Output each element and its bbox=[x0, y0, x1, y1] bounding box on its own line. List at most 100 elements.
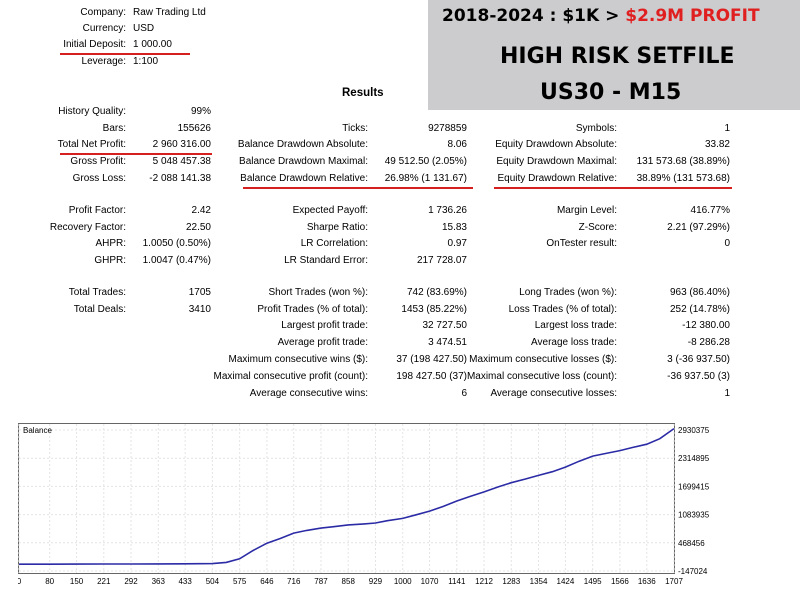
lr-standard-error-label: LR Standard Error: bbox=[284, 255, 368, 266]
x-tick-label: 1707 bbox=[665, 577, 683, 586]
short-trades-value: 742 (83.69%) bbox=[406, 287, 467, 298]
lr-correlation-label: LR Correlation: bbox=[300, 238, 368, 249]
banner-line2: HIGH RISK SETFILE bbox=[500, 44, 735, 69]
balance-line bbox=[19, 427, 675, 565]
largest-profit-trade-value: 32 727.50 bbox=[422, 320, 468, 331]
total-deals-label: Total Deals: bbox=[73, 304, 126, 315]
x-tick-label: 1424 bbox=[557, 577, 575, 586]
x-tick-label: 716 bbox=[287, 577, 301, 586]
x-tick-label: 292 bbox=[124, 577, 138, 586]
average-consecutive-losses-label: Average consecutive losses: bbox=[490, 388, 617, 399]
y-tick-label: 2314895 bbox=[678, 454, 710, 463]
average-consecutive-wins-value: 6 bbox=[461, 388, 467, 399]
balance-dd-relative-value: 26.98% (1 131.67) bbox=[384, 173, 467, 184]
y-axis-ticks: -147024 468456 1083935 1699415 2314895 293037… bbox=[678, 426, 710, 576]
banner-line1: 2018-2024 : $1K > $2.9M PROFIT bbox=[442, 6, 760, 26]
x-tick-label: 858 bbox=[342, 577, 356, 586]
recovery-factor-value: 22.50 bbox=[185, 222, 211, 233]
y-tick-label: 2930375 bbox=[678, 426, 710, 435]
initial-deposit-value: 1 000.00 bbox=[133, 39, 172, 50]
history-quality-value: 99% bbox=[190, 106, 211, 117]
average-consecutive-losses-value: 1 bbox=[724, 388, 730, 399]
lr-standard-error-value: 217 728.07 bbox=[416, 255, 467, 266]
x-tick-label: 1212 bbox=[475, 577, 493, 586]
lr-correlation-value: 0.97 bbox=[447, 238, 467, 249]
gross-loss-label: Gross Loss: bbox=[72, 173, 126, 184]
x-tick-label: 221 bbox=[97, 577, 111, 586]
profit-trades-value: 1453 (85.22%) bbox=[401, 304, 467, 315]
x-tick-label: 1070 bbox=[421, 577, 439, 586]
equity-dd-maximal-label: Equity Drawdown Maximal: bbox=[496, 156, 617, 167]
maximal-consecutive-profit-label: Maximal consecutive profit (count): bbox=[213, 371, 368, 382]
loss-trades-value: 252 (14.78%) bbox=[669, 304, 730, 315]
maximal-consecutive-profit-value: 198 427.50 (37) bbox=[396, 371, 467, 382]
x-tick-label: 433 bbox=[178, 577, 192, 586]
average-profit-trade-label: Average profit trade: bbox=[277, 337, 368, 348]
equity-dd-absolute-value: 33.82 bbox=[704, 139, 730, 150]
equity-dd-relative-label: Equity Drawdown Relative: bbox=[497, 173, 618, 184]
ontester-result-value: 0 bbox=[724, 238, 730, 249]
bars-label: Bars: bbox=[102, 123, 126, 134]
balance-chart: Balance 0 80 150 221 292 363 433 504 575 646 716 78… bbox=[18, 423, 783, 598]
x-tick-label: 150 bbox=[70, 577, 84, 586]
x-tick-label: 1495 bbox=[584, 577, 602, 586]
loss-trades-label: Loss Trades (% of total): bbox=[508, 304, 617, 315]
banner-line1-highlight: $2.9M PROFIT bbox=[625, 6, 760, 26]
y-tick-label: 1699415 bbox=[678, 482, 710, 491]
leverage-label: Leverage: bbox=[81, 56, 126, 67]
total-net-profit-label: Total Net Profit: bbox=[57, 139, 126, 150]
ghpr-label: GHPR: bbox=[94, 255, 126, 266]
equity-dd-relative-value: 38.89% (131 573.68) bbox=[636, 173, 730, 184]
banner-line1-prefix: 2018-2024 : $1K > bbox=[442, 6, 626, 26]
balance-dd-absolute-value: 8.06 bbox=[447, 139, 467, 150]
profit-factor-value: 2.42 bbox=[191, 205, 211, 216]
ahpr-label: AHPR: bbox=[95, 238, 126, 249]
balance-dd-relative-label: Balance Drawdown Relative: bbox=[240, 173, 368, 184]
x-tick-label: 1636 bbox=[638, 577, 656, 586]
sharpe-ratio-value: 15.83 bbox=[441, 222, 467, 233]
chart-grid bbox=[18, 424, 675, 573]
chart-title: Balance bbox=[23, 426, 52, 435]
total-net-profit-value: 2 960 316.00 bbox=[152, 139, 211, 150]
currency-label: Currency: bbox=[82, 23, 126, 34]
x-tick-label: 1141 bbox=[448, 577, 466, 586]
bars-value: 155626 bbox=[177, 123, 211, 134]
x-tick-label: 1000 bbox=[394, 577, 412, 586]
y-tick-label: -147024 bbox=[678, 567, 708, 576]
sharpe-ratio-label: Sharpe Ratio: bbox=[306, 222, 368, 233]
expected-payoff-label: Expected Payoff: bbox=[292, 205, 368, 216]
balance-chart-svg: Balance 0 80 150 221 292 363 433 504 575 646 716 78… bbox=[18, 423, 710, 586]
x-tick-label: 929 bbox=[369, 577, 383, 586]
max-consecutive-losses-value: 3 (-36 937.50) bbox=[667, 354, 730, 365]
average-consecutive-wins-label: Average consecutive wins: bbox=[249, 388, 368, 399]
gross-profit-value: 5 048 457.38 bbox=[152, 156, 211, 167]
profit-trades-label: Profit Trades (% of total): bbox=[257, 304, 368, 315]
short-trades-label: Short Trades (won %): bbox=[268, 287, 368, 298]
z-score-label: Z-Score: bbox=[578, 222, 617, 233]
x-tick-label: 575 bbox=[233, 577, 247, 586]
ghpr-value: 1.0047 (0.47%) bbox=[142, 255, 211, 266]
balance-dd-underline bbox=[243, 187, 473, 189]
expected-payoff-value: 1 736.26 bbox=[428, 205, 467, 216]
currency-value: USD bbox=[133, 23, 155, 34]
ticks-value: 9278859 bbox=[428, 123, 467, 134]
company-label: Company: bbox=[80, 7, 126, 18]
max-consecutive-losses-label: Maximum consecutive losses ($): bbox=[469, 354, 617, 365]
max-consecutive-wins-value: 37 (198 427.50) bbox=[396, 354, 467, 365]
symbols-label: Symbols: bbox=[575, 123, 617, 134]
total-trades-label: Total Trades: bbox=[68, 287, 126, 298]
promo-banner: 2018-2024 : $1K > $2.9M PROFIT HIGH RISK… bbox=[428, 0, 800, 110]
long-trades-label: Long Trades (won %): bbox=[519, 287, 617, 298]
net-profit-underline bbox=[60, 153, 212, 155]
margin-level-value: 416.77% bbox=[690, 205, 730, 216]
gross-profit-label: Gross Profit: bbox=[70, 156, 126, 167]
balance-dd-maximal-value: 49 512.50 (2.05%) bbox=[384, 156, 467, 167]
x-tick-label: 1283 bbox=[502, 577, 520, 586]
average-loss-trade-label: Average loss trade: bbox=[531, 337, 617, 348]
x-tick-label: 1354 bbox=[530, 577, 548, 586]
equity-dd-underline bbox=[494, 187, 732, 189]
largest-loss-trade-value: -12 380.00 bbox=[682, 320, 730, 331]
recovery-factor-label: Recovery Factor: bbox=[49, 222, 126, 233]
balance-dd-maximal-label: Balance Drawdown Maximal: bbox=[239, 156, 368, 167]
x-tick-label: 0 bbox=[18, 577, 22, 586]
